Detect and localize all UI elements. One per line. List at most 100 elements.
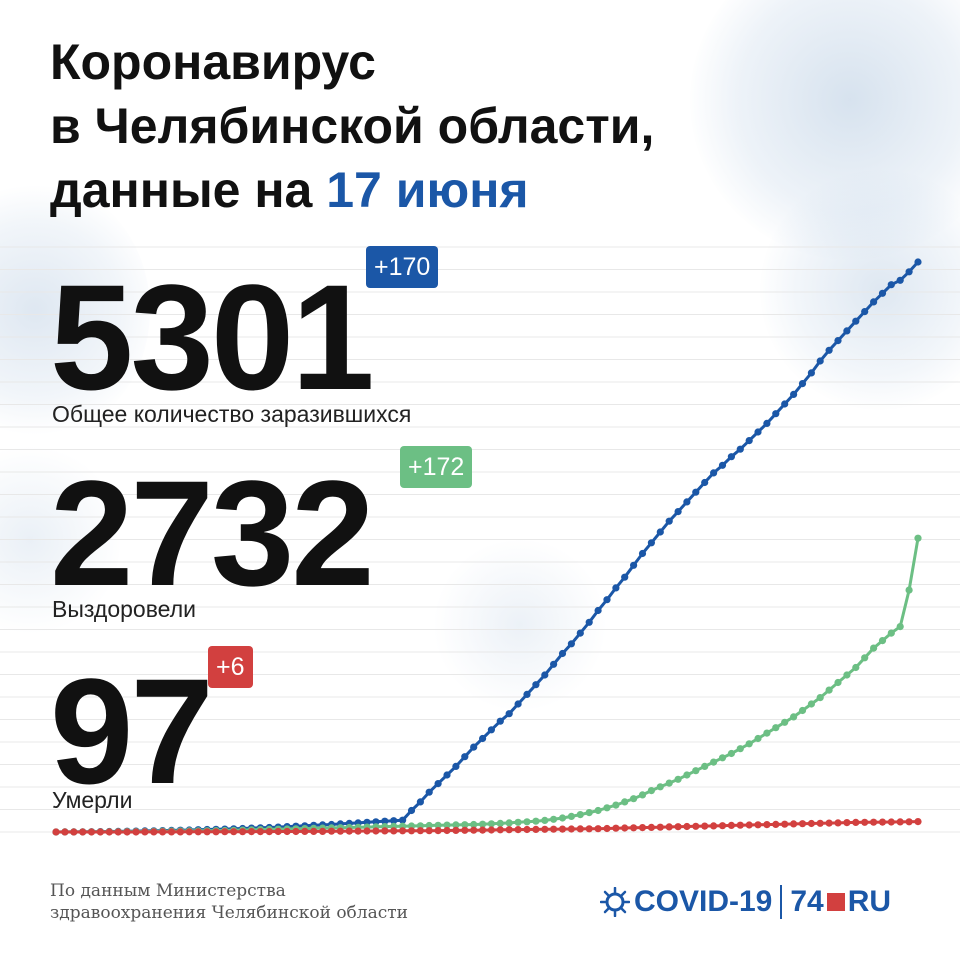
data-point-infected <box>594 606 602 615</box>
data-source-note: По данным Министерства здравоохранения Ч… <box>50 880 408 924</box>
data-point-deaths <box>381 827 389 835</box>
data-point-deaths <box>496 826 504 834</box>
virus-icon <box>600 887 630 917</box>
data-point-infected <box>399 816 407 824</box>
data-point-recovered <box>514 818 522 826</box>
data-point-infected <box>461 753 469 761</box>
data-point-infected <box>701 478 709 487</box>
data-point-recovered <box>727 749 736 758</box>
data-point-infected <box>558 649 567 658</box>
data-point-deaths <box>843 819 851 827</box>
virus-decoration-right <box>760 170 960 410</box>
data-point-infected <box>443 771 451 779</box>
data-point-recovered <box>638 791 647 799</box>
data-point-recovered <box>576 811 584 819</box>
data-point-recovered <box>523 818 531 826</box>
data-point-recovered <box>834 678 842 687</box>
data-point-recovered <box>594 806 602 815</box>
data-point-deaths <box>87 828 96 836</box>
data-point-recovered <box>585 809 593 817</box>
data-point-infected <box>763 419 771 427</box>
data-point-infected <box>710 469 718 477</box>
data-point-deaths <box>718 822 727 830</box>
data-point-infected <box>745 437 753 445</box>
data-point-deaths <box>550 825 558 833</box>
page-title: Коронавирус в Челябинской области, данны… <box>50 30 654 222</box>
data-point-deaths <box>914 818 922 826</box>
data-point-infected <box>381 817 389 825</box>
deaths-label: Умерли <box>52 787 133 813</box>
data-point-infected <box>674 508 682 516</box>
data-point-deaths <box>727 821 736 830</box>
data-point-deaths <box>630 824 638 832</box>
data-point-recovered <box>461 821 469 829</box>
data-point-deaths <box>505 826 513 834</box>
data-point-infected <box>727 453 736 461</box>
data-point-recovered <box>434 821 442 829</box>
data-point-deaths <box>141 828 149 836</box>
data-point-infected <box>523 690 531 699</box>
data-point-deaths <box>603 824 611 833</box>
data-point-deaths <box>514 826 522 834</box>
total-infected-value: 5301 <box>50 253 375 421</box>
data-point-recovered <box>763 729 771 737</box>
data-point-recovered <box>630 795 638 803</box>
data-point-recovered <box>905 586 913 594</box>
data-point-recovered <box>487 820 495 828</box>
logo-red-square <box>826 893 845 911</box>
data-point-recovered <box>683 771 691 779</box>
data-point-deaths <box>292 827 300 836</box>
data-point-recovered <box>532 817 540 825</box>
data-point-recovered <box>878 637 887 645</box>
data-point-recovered <box>896 623 904 631</box>
data-point-infected <box>816 357 824 365</box>
data-point-deaths <box>665 823 673 831</box>
data-point-deaths <box>70 828 78 836</box>
data-point-recovered <box>505 819 513 827</box>
data-point-deaths <box>310 827 318 836</box>
data-point-deaths <box>852 818 860 827</box>
data-point-deaths <box>807 819 816 828</box>
data-point-deaths <box>221 828 229 836</box>
data-point-recovered <box>550 815 558 823</box>
data-point-infected <box>638 549 647 558</box>
data-point-recovered <box>612 801 620 809</box>
data-point-deaths <box>612 824 620 832</box>
title-line-2: в Челябинской области, <box>50 98 655 154</box>
data-point-infected <box>887 281 895 289</box>
data-point-deaths <box>585 825 593 833</box>
data-point-infected <box>621 573 629 581</box>
data-point-infected <box>665 517 673 525</box>
data-point-infected <box>585 618 593 626</box>
title-date: 17 июня <box>326 162 529 218</box>
data-point-recovered <box>745 740 753 748</box>
covid-74ru-logo: COVID-19 74 RU <box>600 878 891 926</box>
data-point-infected <box>603 596 611 604</box>
data-point-infected <box>754 428 762 436</box>
data-point-deaths <box>230 828 238 836</box>
data-point-recovered <box>621 798 629 806</box>
data-point-deaths <box>745 821 753 829</box>
data-point-deaths <box>816 819 824 827</box>
data-point-infected <box>914 258 922 266</box>
data-point-infected <box>407 806 416 815</box>
data-point-deaths <box>558 825 567 833</box>
data-point-deaths <box>132 828 140 836</box>
data-point-infected <box>656 528 664 536</box>
data-point-infected <box>852 317 860 325</box>
data-point-deaths <box>736 821 744 829</box>
data-point-recovered <box>656 783 664 791</box>
recovered-label: Выздоровели <box>52 596 196 622</box>
data-point-recovered <box>701 762 709 771</box>
data-point-deaths <box>150 828 158 836</box>
data-point-deaths <box>567 825 576 833</box>
data-point-recovered <box>861 654 869 662</box>
data-point-recovered <box>674 775 682 783</box>
total-infected-label: Общее количество заразившихся <box>52 401 412 427</box>
data-point-recovered <box>852 663 860 672</box>
data-point-infected <box>434 780 442 788</box>
data-point-deaths <box>185 828 193 836</box>
data-point-deaths <box>167 828 176 836</box>
data-point-deaths <box>239 828 247 836</box>
data-point-infected <box>825 346 833 354</box>
